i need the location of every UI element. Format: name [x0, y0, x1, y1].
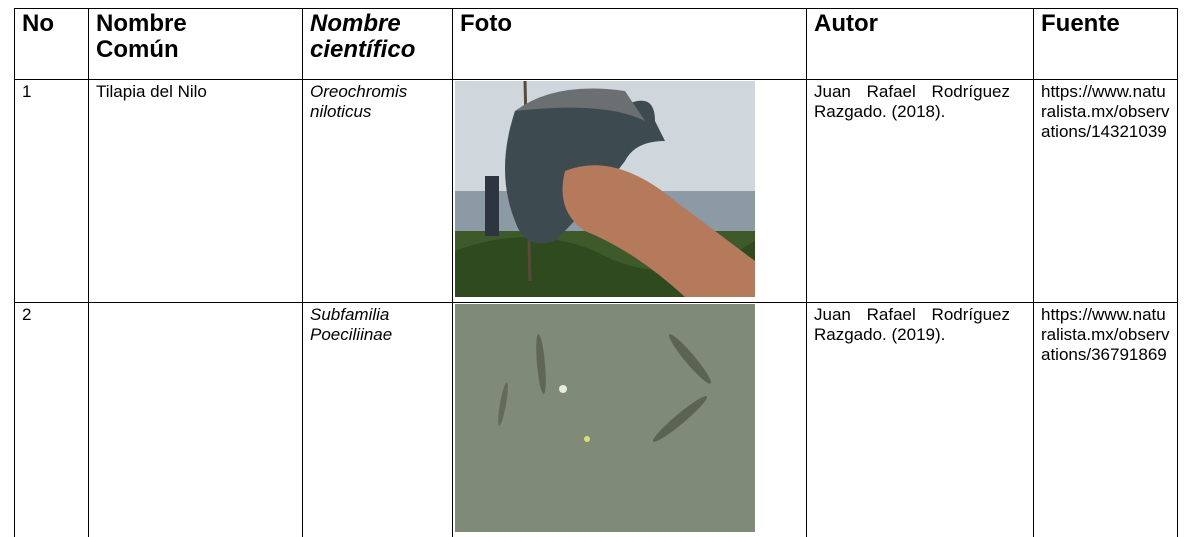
header-text: Nombre científico	[310, 11, 440, 63]
number-cell: 1	[15, 80, 89, 303]
header-cell: Nombre científico	[303, 9, 453, 80]
author-cell: Juan Rafael Rodríguez Razgado. (2019).	[807, 303, 1034, 537]
row: 1 Tilapia del Nilo Oreochromis niloticus…	[15, 80, 1178, 303]
header-cell: Nombre Común	[89, 9, 303, 80]
author-text: Juan Rafael Rodríguez Razgado. (2019).	[814, 305, 1010, 345]
header-row: No Nombre Común Nombre científico Foto A…	[15, 9, 1178, 80]
common-name-cell	[89, 303, 303, 537]
photo-tilapia	[455, 81, 755, 297]
header-cell: No	[15, 9, 89, 80]
author-cell: Juan Rafael Rodríguez Razgado. (2018).	[807, 80, 1034, 303]
row: 2 Subfamilia Poeciliinae Juan Rafael Rod…	[15, 303, 1178, 537]
scientific-name-cell: Oreochromis niloticus	[303, 80, 453, 303]
author-text: Juan Rafael Rodríguez Razgado. (2018).	[814, 82, 1010, 122]
header-cell: Autor	[807, 9, 1034, 80]
source-cell: https://www.naturalista.mx/observations/…	[1034, 80, 1178, 303]
header-cell: Fuente	[1034, 9, 1178, 80]
header-text: Nombre Común	[96, 11, 226, 63]
source-cell: https://www.naturalista.mx/observations/…	[1034, 303, 1178, 537]
photo-cell	[453, 80, 807, 303]
page: {"table": { "header": ["No", "Nombre Com…	[0, 0, 1191, 525]
common-name-cell: Tilapia del Nilo	[89, 80, 303, 303]
photo-poeciliinae	[455, 304, 755, 532]
photo-cell	[453, 303, 807, 537]
species-table: No Nombre Común Nombre científico Foto A…	[14, 8, 1178, 537]
number-cell: 2	[15, 303, 89, 537]
scientific-name-cell: Subfamilia Poeciliinae	[303, 303, 453, 537]
header-cell: Foto	[453, 9, 807, 80]
